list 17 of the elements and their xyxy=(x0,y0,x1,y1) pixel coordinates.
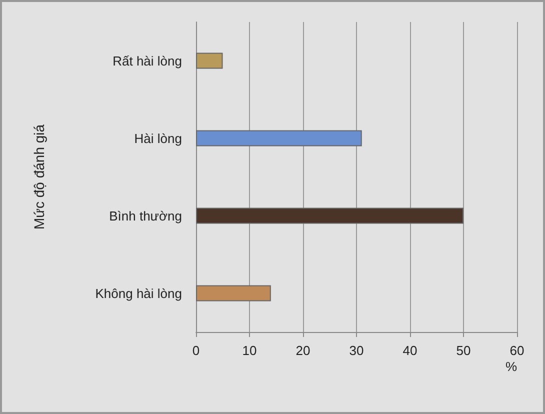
y-tick-label: Rất hài lòng xyxy=(112,53,182,68)
bar xyxy=(196,52,223,69)
x-axis-title: % xyxy=(505,359,518,374)
bar xyxy=(196,130,362,146)
y-tick-label: Hài lòng xyxy=(134,130,182,146)
x-tick-label: 20 xyxy=(296,343,310,358)
bar xyxy=(196,285,271,302)
y-tick-label: Không hài lòng xyxy=(95,286,182,301)
x-tick-label: 50 xyxy=(456,343,471,358)
x-tick-label: 40 xyxy=(402,343,418,358)
x-tick-label: 0 xyxy=(192,343,200,358)
bar xyxy=(196,208,464,224)
y-axis-title: Mức độ đánh giá xyxy=(31,124,47,230)
x-tick-label: 60 xyxy=(510,343,524,358)
x-tick-label: 10 xyxy=(242,343,257,358)
x-tick-label: 30 xyxy=(349,343,364,358)
y-tick-label: Bình thường xyxy=(109,208,182,224)
